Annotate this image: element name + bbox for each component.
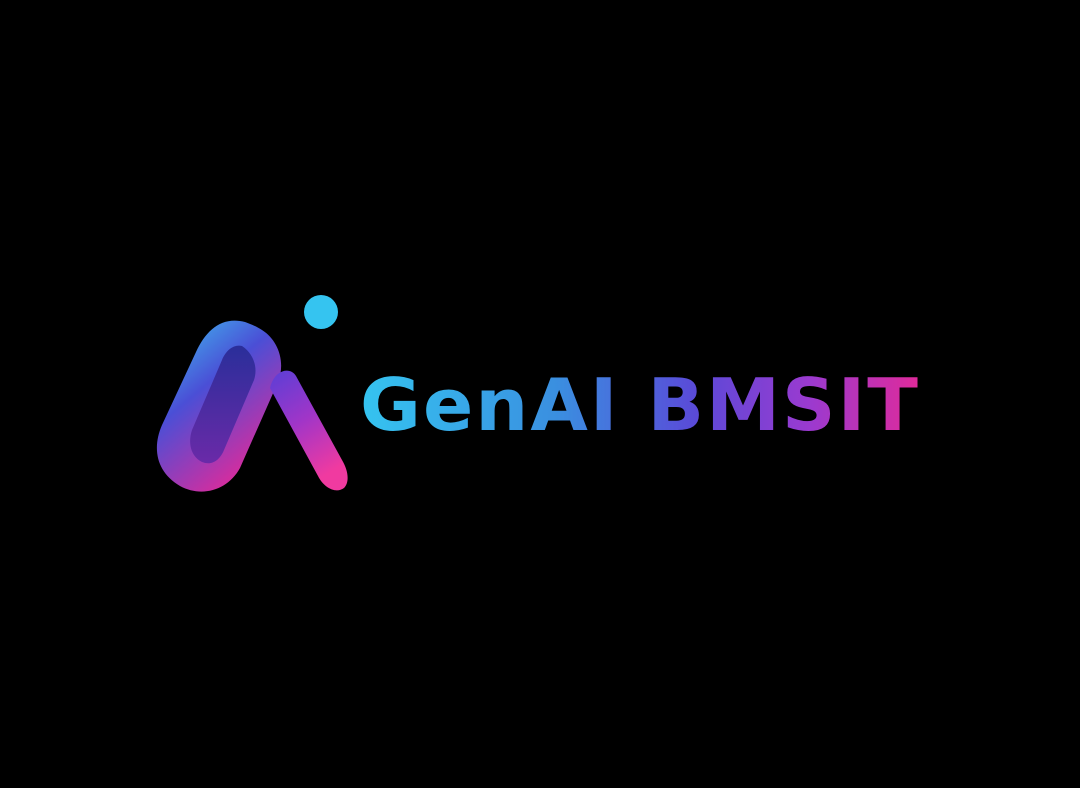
- brand-name: GenAI BMSIT: [360, 363, 920, 447]
- brand-wordmark: GenAI BMSIT: [356, 360, 936, 450]
- genai-swoosh-logo-icon: [150, 290, 350, 505]
